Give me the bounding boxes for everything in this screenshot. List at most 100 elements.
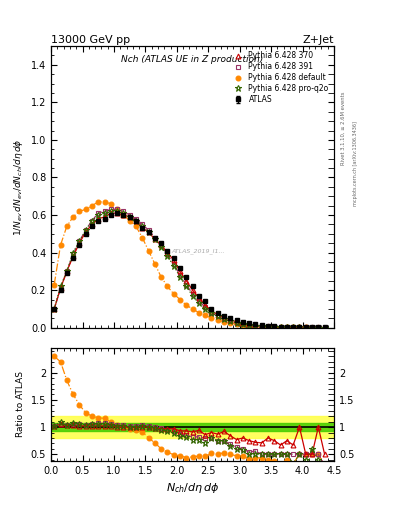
Pythia 6.428 391 bbox=[152, 234, 157, 241]
X-axis label: $N_{ch}/d\eta\,d\phi$: $N_{ch}/d\eta\,d\phi$ bbox=[166, 481, 219, 495]
Pythia 6.428 370 bbox=[285, 324, 289, 330]
Pythia 6.428 391 bbox=[115, 206, 119, 212]
Pythia 6.428 pro-q2o bbox=[102, 210, 107, 216]
Pythia 6.428 391 bbox=[171, 261, 176, 267]
Pythia 6.428 391 bbox=[278, 324, 283, 330]
Pythia 6.428 default bbox=[285, 324, 289, 330]
Pythia 6.428 391 bbox=[316, 325, 321, 331]
Pythia 6.428 391 bbox=[253, 323, 258, 329]
Pythia 6.428 391 bbox=[196, 298, 201, 305]
Pythia 6.428 391 bbox=[291, 324, 296, 330]
Pythia 6.428 370 bbox=[196, 294, 201, 301]
Pythia 6.428 370 bbox=[215, 311, 220, 317]
Pythia 6.428 pro-q2o bbox=[165, 253, 170, 260]
Pythia 6.428 pro-q2o bbox=[241, 322, 245, 328]
Pythia 6.428 391 bbox=[146, 227, 151, 233]
Pythia 6.428 pro-q2o bbox=[203, 306, 208, 312]
Pythia 6.428 pro-q2o bbox=[297, 325, 302, 331]
Pythia 6.428 370 bbox=[77, 240, 82, 246]
Pythia 6.428 default bbox=[64, 223, 69, 229]
Pythia 6.428 pro-q2o bbox=[215, 313, 220, 319]
Pythia 6.428 pro-q2o bbox=[310, 325, 314, 331]
Line: Pythia 6.428 pro-q2o: Pythia 6.428 pro-q2o bbox=[51, 208, 328, 331]
Pythia 6.428 default bbox=[322, 325, 327, 331]
Pythia 6.428 370 bbox=[102, 214, 107, 220]
Pythia 6.428 391 bbox=[190, 291, 195, 297]
Pythia 6.428 default bbox=[171, 291, 176, 297]
Pythia 6.428 391 bbox=[159, 242, 163, 248]
Pythia 6.428 pro-q2o bbox=[71, 249, 75, 255]
Pythia 6.428 370 bbox=[64, 268, 69, 274]
Pythia 6.428 default bbox=[165, 283, 170, 289]
Pythia 6.428 default bbox=[134, 223, 138, 229]
Pythia 6.428 default bbox=[127, 218, 132, 224]
Text: mcplots.cern.ch [arXiv:1306.3436]: mcplots.cern.ch [arXiv:1306.3436] bbox=[353, 121, 358, 206]
Pythia 6.428 default bbox=[241, 322, 245, 328]
Pythia 6.428 default bbox=[184, 302, 189, 308]
Pythia 6.428 391 bbox=[241, 321, 245, 327]
Pythia 6.428 370 bbox=[209, 308, 214, 314]
Pythia 6.428 default bbox=[215, 317, 220, 323]
Pythia 6.428 391 bbox=[215, 313, 220, 319]
Line: Pythia 6.428 default: Pythia 6.428 default bbox=[52, 200, 327, 330]
Pythia 6.428 pro-q2o bbox=[316, 325, 321, 331]
Pythia 6.428 370 bbox=[96, 216, 101, 222]
Pythia 6.428 default bbox=[96, 199, 101, 205]
Pythia 6.428 391 bbox=[52, 306, 57, 312]
Pythia 6.428 pro-q2o bbox=[190, 293, 195, 299]
Pythia 6.428 pro-q2o bbox=[159, 244, 163, 250]
Text: Nch (ATLAS UE in Z production): Nch (ATLAS UE in Z production) bbox=[121, 55, 264, 63]
Pythia 6.428 370 bbox=[178, 268, 182, 274]
Pythia 6.428 pro-q2o bbox=[77, 238, 82, 244]
Pythia 6.428 default bbox=[90, 203, 94, 209]
Pythia 6.428 pro-q2o bbox=[90, 218, 94, 224]
Pythia 6.428 391 bbox=[234, 320, 239, 326]
Pythia 6.428 default bbox=[316, 325, 321, 331]
Pythia 6.428 370 bbox=[71, 253, 75, 260]
Pythia 6.428 pro-q2o bbox=[222, 316, 226, 323]
Pythia 6.428 391 bbox=[228, 318, 233, 325]
Pythia 6.428 pro-q2o bbox=[108, 208, 113, 215]
Pythia 6.428 pro-q2o bbox=[134, 218, 138, 224]
Pythia 6.428 391 bbox=[247, 322, 252, 328]
Pythia 6.428 370 bbox=[234, 319, 239, 325]
Pythia 6.428 default bbox=[152, 261, 157, 267]
Pythia 6.428 370 bbox=[52, 306, 57, 312]
Pythia 6.428 pro-q2o bbox=[140, 223, 145, 229]
Pythia 6.428 370 bbox=[134, 218, 138, 224]
Y-axis label: Ratio to ATLAS: Ratio to ATLAS bbox=[16, 372, 25, 437]
Legend: Pythia 6.428 370, Pythia 6.428 391, Pythia 6.428 default, Pythia 6.428 pro-q2o, : Pythia 6.428 370, Pythia 6.428 391, Pyth… bbox=[229, 50, 330, 105]
Pythia 6.428 370 bbox=[297, 324, 302, 330]
Pythia 6.428 370 bbox=[278, 324, 283, 330]
Pythia 6.428 default bbox=[102, 199, 107, 205]
Pythia 6.428 pro-q2o bbox=[52, 306, 57, 312]
Pythia 6.428 391 bbox=[203, 304, 208, 310]
Pythia 6.428 370 bbox=[171, 257, 176, 263]
Pythia 6.428 391 bbox=[121, 208, 126, 215]
Pythia 6.428 default bbox=[83, 206, 88, 212]
Pythia 6.428 default bbox=[140, 234, 145, 241]
Pythia 6.428 pro-q2o bbox=[171, 263, 176, 269]
Pythia 6.428 370 bbox=[152, 237, 157, 243]
Pythia 6.428 391 bbox=[77, 238, 82, 244]
Pythia 6.428 370 bbox=[310, 325, 314, 331]
Pythia 6.428 370 bbox=[159, 242, 163, 248]
Pythia 6.428 391 bbox=[285, 324, 289, 330]
Pythia 6.428 pro-q2o bbox=[196, 300, 201, 306]
Pythia 6.428 370 bbox=[253, 322, 258, 328]
Pythia 6.428 391 bbox=[272, 324, 277, 330]
Pythia 6.428 370 bbox=[58, 285, 63, 291]
Pythia 6.428 default bbox=[228, 320, 233, 326]
Pythia 6.428 default bbox=[253, 323, 258, 329]
Pythia 6.428 391 bbox=[127, 212, 132, 218]
Y-axis label: $1/N_{ev}\,dN_{ev}/dN_{ch}/d\eta\,d\phi$: $1/N_{ev}\,dN_{ev}/dN_{ch}/d\eta\,d\phi$ bbox=[12, 138, 25, 236]
Pythia 6.428 391 bbox=[96, 210, 101, 216]
Pythia 6.428 391 bbox=[178, 272, 182, 278]
Pythia 6.428 default bbox=[159, 274, 163, 280]
Pythia 6.428 370 bbox=[127, 214, 132, 220]
Pythia 6.428 370 bbox=[291, 324, 296, 330]
Text: 13000 GeV pp: 13000 GeV pp bbox=[51, 35, 130, 45]
Pythia 6.428 370 bbox=[259, 323, 264, 329]
Pythia 6.428 391 bbox=[297, 325, 302, 331]
Pythia 6.428 pro-q2o bbox=[272, 324, 277, 330]
